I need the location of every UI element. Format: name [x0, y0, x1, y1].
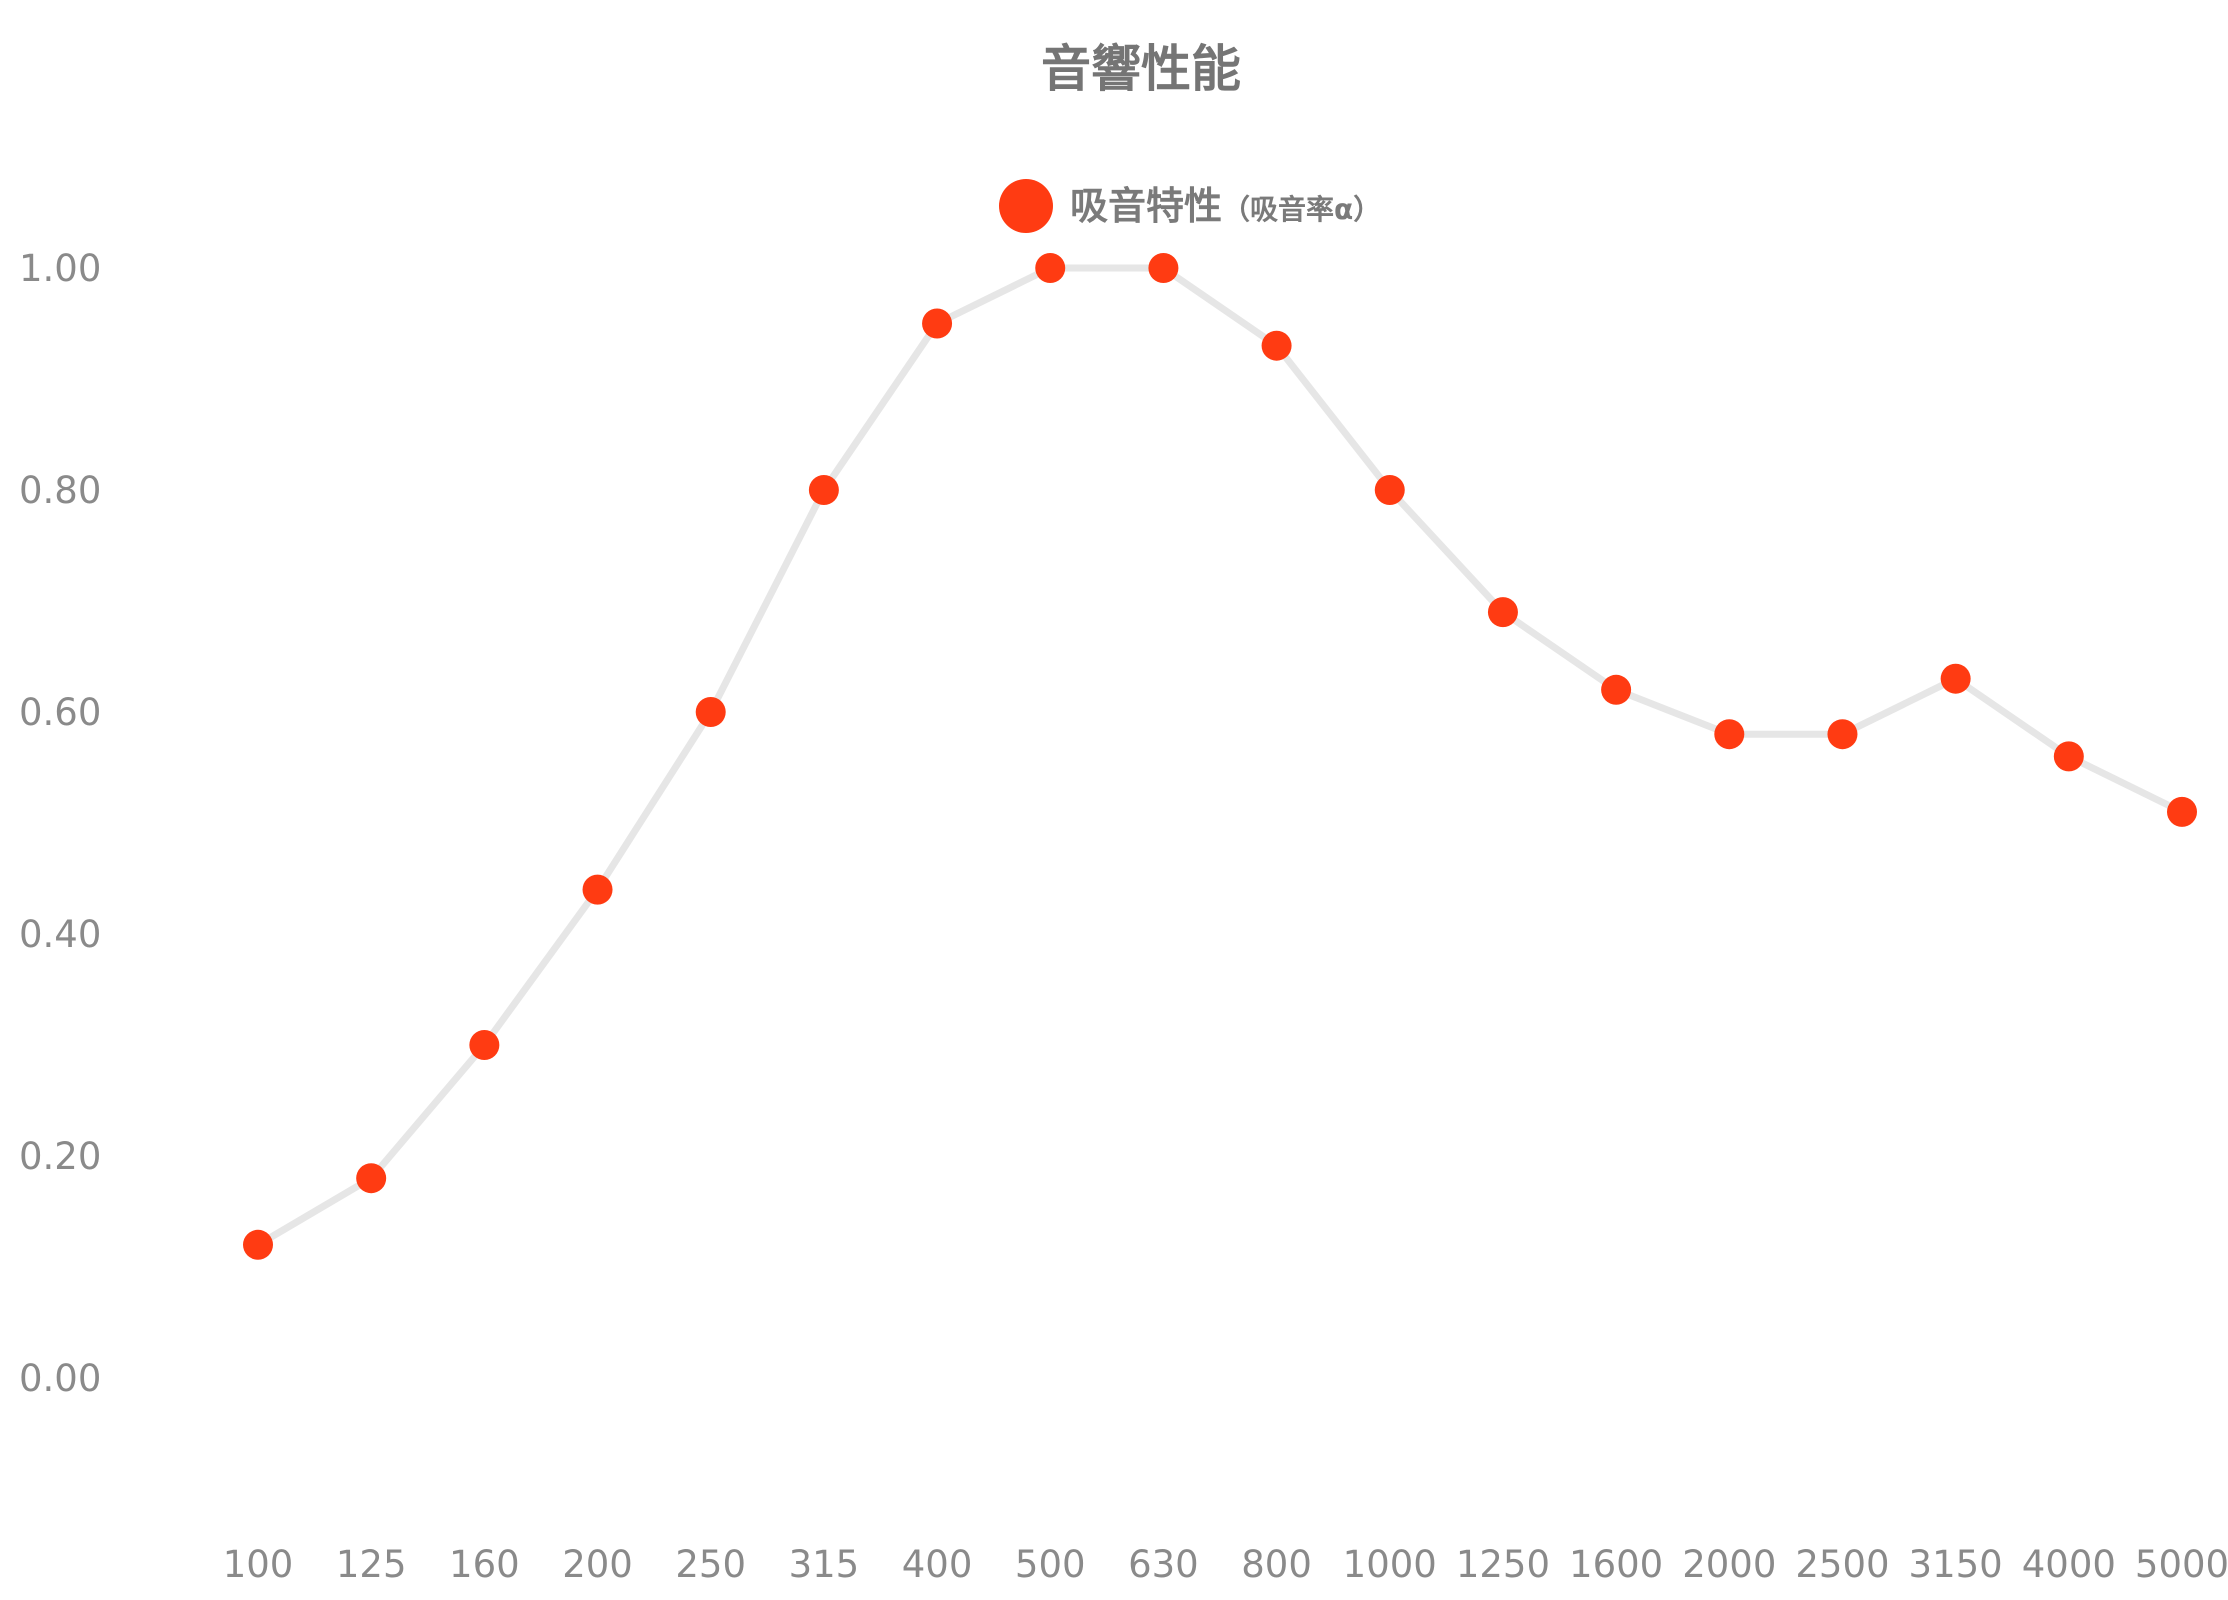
data-point[interactable] — [922, 308, 953, 339]
x-tick-label: 1000 — [1343, 1543, 1437, 1586]
y-tick-label: 1.00 — [19, 247, 101, 290]
x-tick-label: 5000 — [2135, 1543, 2228, 1586]
data-point[interactable] — [1487, 597, 1518, 628]
y-tick-label: 0.80 — [19, 469, 101, 512]
data-point[interactable] — [582, 874, 613, 905]
x-tick-label: 2000 — [1682, 1543, 1776, 1586]
x-tick-label: 200 — [562, 1543, 633, 1586]
y-tick-label: 0.60 — [19, 691, 101, 734]
data-point[interactable] — [1601, 674, 1632, 705]
x-tick-label: 3150 — [1909, 1543, 2003, 1586]
x-tick-label: 4000 — [2022, 1543, 2116, 1586]
data-point[interactable] — [1148, 253, 1179, 283]
x-axis: 100 125 160 200 250 315 400 500 630 800 1000 1250 16… — [223, 1543, 2228, 1586]
legend-series-suffix: （吸音率α） — [1222, 193, 1381, 226]
data-point[interactable] — [1714, 719, 1745, 750]
x-tick-label: 1600 — [1569, 1543, 1663, 1586]
x-tick-label: 125 — [336, 1543, 407, 1586]
legend[interactable]: 吸音特性（吸音率α） — [999, 179, 1381, 233]
y-tick-label: 0.00 — [19, 1357, 101, 1400]
x-tick-label: 800 — [1241, 1543, 1312, 1586]
x-tick-label: 500 — [1015, 1543, 1086, 1586]
data-point[interactable] — [2167, 796, 2197, 827]
x-tick-label: 250 — [675, 1543, 746, 1586]
x-tick-label: 100 — [223, 1543, 294, 1586]
x-tick-label: 1250 — [1456, 1543, 1550, 1586]
y-tick-label: 0.20 — [19, 1135, 101, 1178]
data-point[interactable] — [1374, 475, 1405, 505]
series-line — [254, 264, 2186, 1249]
data-point[interactable] — [1940, 663, 1971, 694]
data-point[interactable] — [1035, 253, 1066, 283]
data-point[interactable] — [356, 1163, 387, 1194]
data-points — [243, 253, 2197, 1260]
data-point[interactable] — [469, 1030, 500, 1060]
data-point[interactable] — [695, 697, 726, 727]
y-axis: 0.00 0.20 0.40 0.60 0.80 1.00 — [19, 247, 101, 1400]
data-point[interactable] — [243, 1229, 273, 1260]
x-tick-label: 630 — [1128, 1543, 1199, 1586]
legend-marker — [999, 179, 1053, 233]
x-tick-label: 315 — [789, 1543, 860, 1586]
legend-label: 吸音特性（吸音率α） — [1070, 184, 1381, 228]
chart-title: 音響性能 — [1041, 40, 1241, 98]
x-tick-label: 160 — [449, 1543, 520, 1586]
y-tick-label: 0.40 — [19, 913, 101, 956]
x-tick-label: 400 — [902, 1543, 973, 1586]
data-point[interactable] — [2053, 741, 2084, 772]
x-tick-label: 2500 — [1795, 1543, 1889, 1586]
legend-series-name: 吸音特性 — [1070, 184, 1222, 228]
data-point[interactable] — [1827, 719, 1858, 750]
data-point[interactable] — [808, 475, 839, 505]
data-point[interactable] — [1261, 330, 1292, 361]
